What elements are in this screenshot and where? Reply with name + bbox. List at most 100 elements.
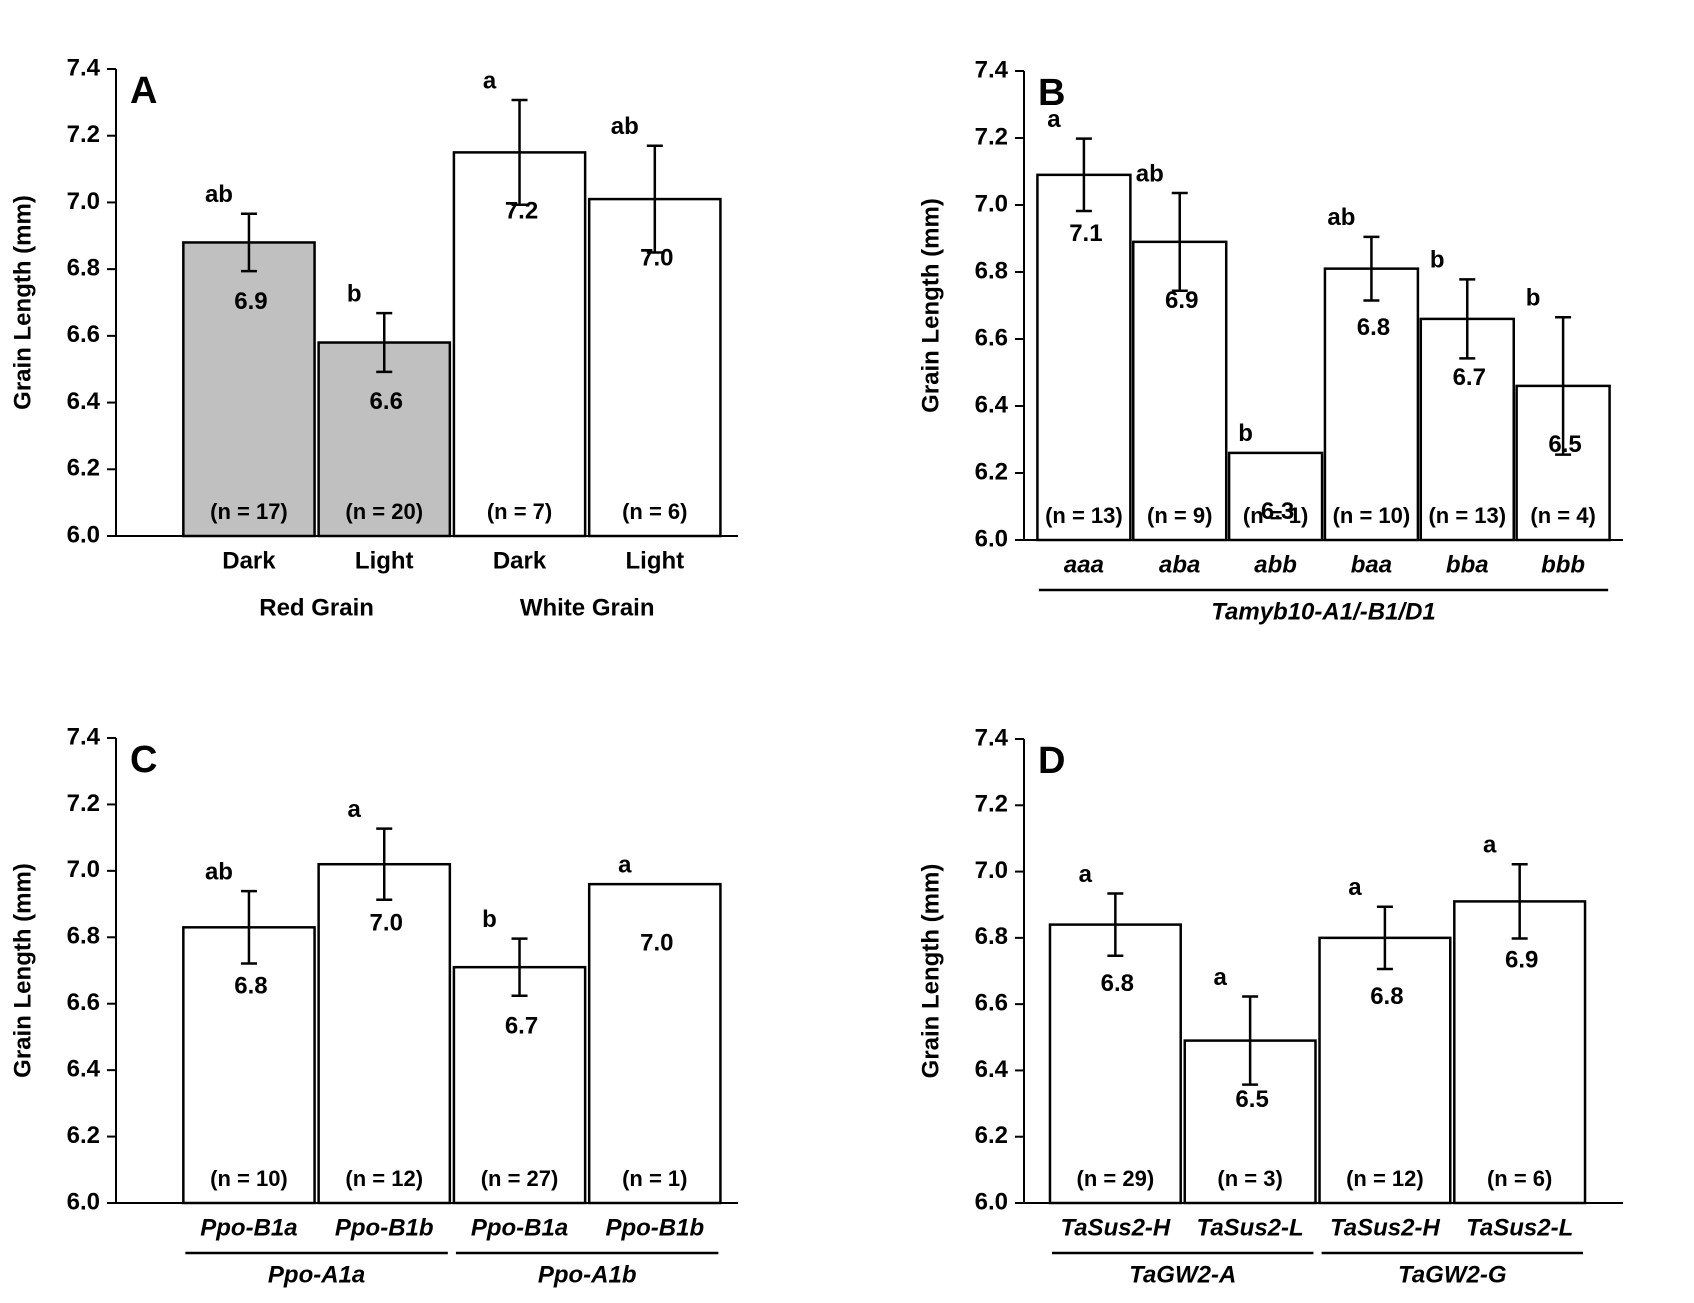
group-label: Ppo-A1a bbox=[268, 1261, 365, 1288]
x-tick-label: Ppo-B1a bbox=[200, 1214, 297, 1241]
bar bbox=[182, 241, 316, 538]
n-label: (n = 13) bbox=[1045, 503, 1123, 528]
panel-letter: D bbox=[1038, 740, 1065, 782]
x-tick-label: TaSus2-H bbox=[1330, 1214, 1440, 1241]
y-tick-label: 6.6 bbox=[975, 324, 1008, 351]
value-label: 6.8 bbox=[1357, 314, 1390, 341]
y-tick-label: 6.8 bbox=[67, 923, 100, 950]
x-tick-label: Ppo-B1a bbox=[471, 1214, 568, 1241]
significance-letter: b bbox=[347, 281, 362, 308]
value-label: 6.9 bbox=[234, 288, 267, 315]
group-label: Red Grain bbox=[259, 594, 374, 621]
y-tick-label: 7.0 bbox=[975, 857, 1008, 884]
x-tick-label: Ppo-B1b bbox=[605, 1214, 704, 1241]
n-label: (n = 7) bbox=[487, 499, 552, 524]
value-label: 6.8 bbox=[1370, 983, 1403, 1010]
value-label: 6.7 bbox=[1453, 364, 1486, 391]
x-tick-label: bbb bbox=[1541, 551, 1585, 578]
group-label: TaGW2-G bbox=[1398, 1261, 1506, 1288]
x-tick-label: Dark bbox=[222, 547, 276, 574]
n-label: (n = 9) bbox=[1147, 503, 1212, 528]
y-tick-label: 6.8 bbox=[975, 257, 1008, 284]
n-label: (n = 6) bbox=[1487, 1166, 1552, 1191]
x-tick-label: TaSus2-L bbox=[1197, 1214, 1304, 1241]
x-tick-label: baa bbox=[1351, 551, 1392, 578]
y-tick-label: 6.4 bbox=[975, 1056, 1009, 1083]
x-tick-label: abb bbox=[1254, 551, 1297, 578]
y-tick-label: 7.0 bbox=[975, 190, 1008, 217]
bar bbox=[1323, 267, 1420, 542]
x-tick-label: bba bbox=[1446, 551, 1489, 578]
significance-letter: b bbox=[1430, 247, 1445, 274]
y-tick-label: 6.2 bbox=[67, 1122, 100, 1149]
value-label: 6.3 bbox=[1261, 498, 1294, 525]
n-label: (n = 13) bbox=[1428, 503, 1506, 528]
y-tick-label: 6.4 bbox=[975, 391, 1009, 418]
significance-letter: a bbox=[483, 67, 497, 94]
panel-letter: C bbox=[130, 739, 157, 781]
value-label: 6.6 bbox=[370, 388, 403, 415]
y-axis-label: Grain Length (mm) bbox=[9, 195, 36, 410]
group-label: Tamyb10-A1/-B1/D1 bbox=[1211, 598, 1436, 625]
y-tick-label: 7.4 bbox=[975, 56, 1009, 83]
significance-letter: a bbox=[1348, 874, 1362, 901]
y-tick-label: 7.2 bbox=[975, 791, 1008, 818]
y-tick-label: 7.4 bbox=[67, 723, 101, 750]
y-tick-label: 6.0 bbox=[67, 521, 100, 548]
n-label: (n = 1) bbox=[622, 1166, 687, 1191]
value-label: 6.5 bbox=[1235, 1086, 1268, 1113]
value-label: 6.9 bbox=[1505, 947, 1538, 974]
x-tick-label: Dark bbox=[493, 547, 547, 574]
significance-letter: a bbox=[1047, 106, 1061, 133]
significance-letter: ab bbox=[205, 858, 233, 885]
group-label: TaGW2-A bbox=[1129, 1261, 1236, 1288]
panel-letter: A bbox=[130, 70, 157, 112]
y-tick-label: 6.8 bbox=[975, 923, 1008, 950]
significance-letter: a bbox=[1213, 964, 1227, 991]
x-tick-label: Ppo-B1b bbox=[335, 1214, 434, 1241]
panel-letter: B bbox=[1038, 72, 1065, 114]
y-axis-label: Grain Length (mm) bbox=[917, 864, 944, 1079]
n-label: (n = 4) bbox=[1530, 503, 1595, 528]
n-label: (n = 29) bbox=[1077, 1166, 1155, 1191]
significance-letter: a bbox=[1483, 832, 1497, 859]
value-label: 6.7 bbox=[505, 1013, 538, 1040]
n-label: (n = 1) bbox=[1243, 503, 1308, 528]
significance-letter: ab bbox=[611, 113, 639, 140]
x-tick-label: aba bbox=[1159, 551, 1200, 578]
x-tick-label: TaSus2-H bbox=[1060, 1214, 1170, 1241]
y-tick-label: 6.6 bbox=[67, 989, 100, 1016]
value-label: 7.0 bbox=[640, 244, 673, 271]
bar bbox=[587, 882, 722, 1205]
y-tick-label: 7.2 bbox=[67, 121, 100, 148]
significance-letter: ab bbox=[1327, 204, 1355, 231]
bar bbox=[452, 151, 587, 538]
value-label: 7.0 bbox=[640, 929, 673, 956]
significance-letter: a bbox=[348, 796, 362, 823]
y-tick-label: 7.0 bbox=[67, 856, 100, 883]
y-tick-label: 6.2 bbox=[975, 458, 1008, 485]
value-label: 7.1 bbox=[1069, 220, 1102, 247]
significance-letter: b bbox=[1526, 285, 1541, 312]
bar bbox=[1183, 1039, 1317, 1205]
y-tick-label: 6.4 bbox=[67, 1055, 101, 1082]
bar bbox=[1036, 173, 1132, 542]
bar bbox=[587, 197, 722, 538]
n-label: (n = 6) bbox=[622, 499, 687, 524]
bar bbox=[1048, 923, 1182, 1205]
n-label: (n = 20) bbox=[345, 499, 423, 524]
value-label: 7.0 bbox=[370, 910, 403, 937]
value-label: 7.2 bbox=[505, 198, 538, 225]
x-tick-label: Light bbox=[355, 547, 414, 574]
bar bbox=[182, 926, 316, 1205]
bar bbox=[452, 965, 587, 1205]
n-label: (n = 17) bbox=[210, 499, 288, 524]
x-tick-label: aaa bbox=[1064, 551, 1104, 578]
significance-letter: a bbox=[618, 851, 632, 878]
y-tick-label: 6.0 bbox=[975, 1188, 1008, 1215]
y-tick-label: 6.6 bbox=[975, 989, 1008, 1016]
y-tick-label: 6.0 bbox=[67, 1188, 100, 1215]
y-tick-label: 7.4 bbox=[67, 54, 101, 81]
bar bbox=[1318, 936, 1452, 1205]
